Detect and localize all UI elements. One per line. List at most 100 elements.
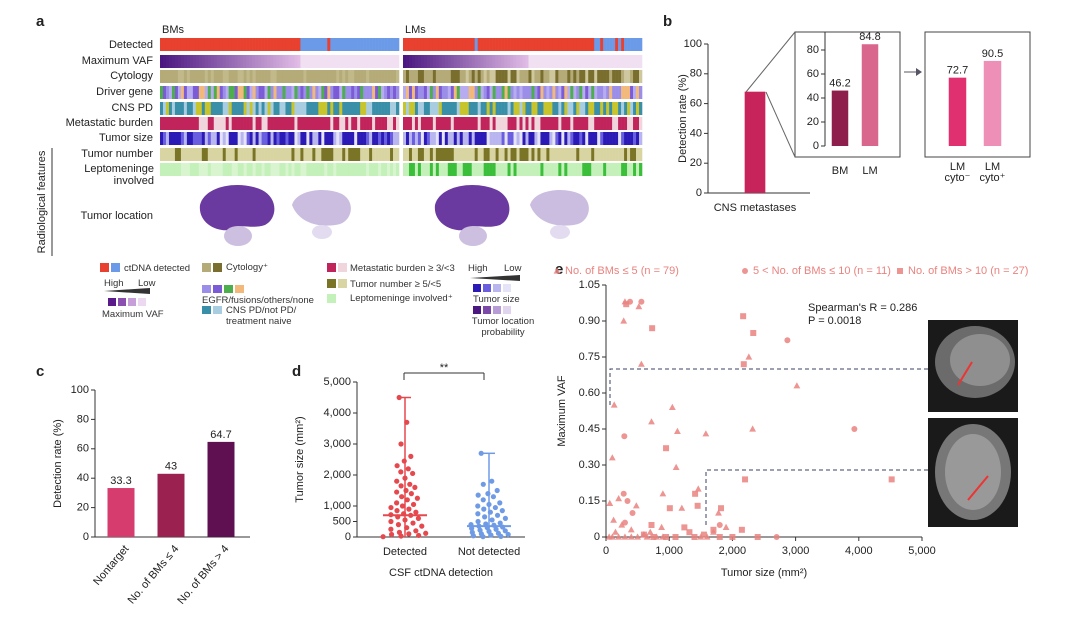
data-point xyxy=(674,427,681,434)
heatmap-cell xyxy=(321,70,325,83)
heatmap-cell xyxy=(177,55,182,68)
heatmap-cell xyxy=(615,148,619,161)
bar xyxy=(107,488,135,537)
heatmap-cell xyxy=(252,117,256,130)
heatmap-cell xyxy=(585,117,589,130)
heatmap-cell xyxy=(162,102,167,115)
data-point xyxy=(606,499,614,506)
heatmap-cell xyxy=(189,102,194,115)
heatmap-cell xyxy=(582,70,586,83)
data-label: 90.5 xyxy=(982,48,1003,60)
annotation: ** xyxy=(440,362,449,374)
heatmap-cell xyxy=(600,163,604,176)
heatmap-cell xyxy=(459,102,464,115)
legend-text: Cytology⁺ xyxy=(226,262,268,273)
heatmap-cell xyxy=(423,148,428,161)
heatmap-cell xyxy=(297,102,301,115)
data-point xyxy=(638,298,645,305)
data-point xyxy=(505,531,511,538)
heatmap-cell xyxy=(192,38,197,51)
heatmap-cell xyxy=(222,38,227,51)
heatmap-cell xyxy=(360,148,364,161)
heatmap-cell xyxy=(219,70,224,83)
heatmap-cell xyxy=(351,148,355,161)
heatmap-cell xyxy=(321,38,325,51)
heatmap-cell xyxy=(333,132,337,145)
data-point xyxy=(716,534,723,540)
heatmap-cell xyxy=(633,102,637,115)
heatmap-cell xyxy=(204,117,209,130)
heatmap-cell xyxy=(603,132,607,145)
heatmap-cell xyxy=(294,86,298,99)
heatmap-cell xyxy=(489,163,493,176)
heatmap-cell xyxy=(222,148,227,161)
heatmap-cell xyxy=(573,163,577,176)
heatmap-cell xyxy=(237,38,241,51)
heatmap-cell xyxy=(606,117,610,130)
data-point xyxy=(672,463,680,470)
heatmap-cell xyxy=(441,132,446,145)
heatmap-cell xyxy=(597,148,601,161)
heatmap-cell xyxy=(216,86,221,99)
heatmap-cell xyxy=(543,117,547,130)
heatmap-cell xyxy=(624,70,628,83)
data-point xyxy=(388,518,394,525)
heatmap-cell xyxy=(516,132,520,145)
heatmap-cell xyxy=(549,70,553,83)
heatmap-cell xyxy=(348,70,352,83)
heatmap-cell xyxy=(282,102,286,115)
heatmap-cell xyxy=(171,55,176,68)
heatmap-cell xyxy=(615,117,619,130)
heatmap-cell xyxy=(456,70,461,83)
heatmap-cell xyxy=(186,132,191,145)
heatmap-cell xyxy=(207,148,212,161)
heatmap-cell xyxy=(378,70,382,83)
heatmap-cell xyxy=(612,38,616,51)
x-tick-label: 5,000 xyxy=(908,545,936,557)
heatmap-cell xyxy=(588,163,592,176)
heatmap-cell xyxy=(333,117,337,130)
heatmap-cell xyxy=(363,102,367,115)
heatmap-cell xyxy=(165,55,170,68)
heatmap-cell xyxy=(219,117,224,130)
heatmap-cell xyxy=(630,102,634,115)
heatmap-cell xyxy=(327,38,331,51)
heatmap-cell xyxy=(519,38,523,51)
heatmap-cell xyxy=(351,38,355,51)
heatmap-cell xyxy=(183,132,188,145)
heatmap-cell xyxy=(264,102,268,115)
legend-swatches xyxy=(100,263,520,314)
heatmap-cell xyxy=(342,148,346,161)
heatmap-cell xyxy=(576,38,580,51)
heatmap-cell xyxy=(345,132,349,145)
legend-text: Tumor size xyxy=(473,294,520,305)
heatmap-cell xyxy=(537,163,541,176)
heatmap-cell xyxy=(261,117,265,130)
heatmap-cell xyxy=(471,70,475,83)
heatmap-cell xyxy=(471,38,475,51)
heatmap-cell xyxy=(570,86,574,99)
group-label: BMs xyxy=(162,24,185,36)
heatmap-cell xyxy=(513,102,517,115)
heatmap-cell xyxy=(423,117,428,130)
heatmap-cell xyxy=(540,102,544,115)
x-tick-label: LM xyxy=(862,165,877,177)
heatmap-cell xyxy=(546,70,550,83)
heatmap-cell xyxy=(396,70,400,83)
heatmap-cell xyxy=(309,55,313,68)
heatmap-cell xyxy=(432,86,437,99)
data-point xyxy=(405,466,411,472)
heatmap-cell xyxy=(189,55,194,68)
heatmap-cell xyxy=(261,38,265,51)
heatmap-cell xyxy=(309,117,313,130)
heatmap-cell xyxy=(585,86,589,99)
heatmap-cell xyxy=(384,117,388,130)
heatmap-cell xyxy=(300,163,304,176)
heatmap-cell xyxy=(546,55,550,68)
heatmap-cell xyxy=(579,102,583,115)
data-point xyxy=(490,494,497,500)
heatmap-cell xyxy=(411,55,416,68)
heatmap-cell xyxy=(375,86,379,99)
heatmap-cell xyxy=(195,132,200,145)
heatmap-cell xyxy=(315,70,319,83)
